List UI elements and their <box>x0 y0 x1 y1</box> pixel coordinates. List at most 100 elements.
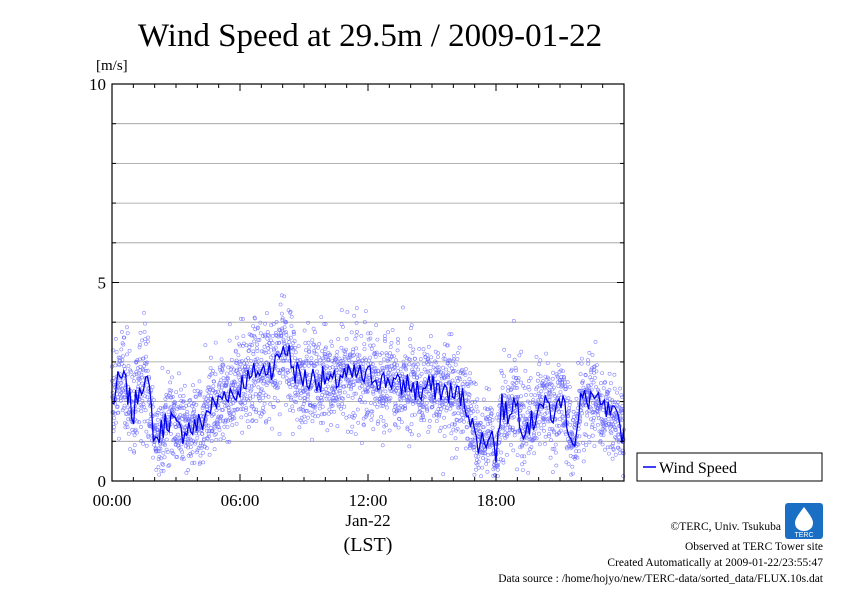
sample-point <box>142 329 147 334</box>
sample-point <box>591 418 596 423</box>
sample-point <box>378 389 383 394</box>
sample-point <box>295 417 300 422</box>
sample-point <box>396 369 401 374</box>
sample-point <box>117 436 121 441</box>
sample-point <box>323 322 328 326</box>
sample-point <box>420 399 425 404</box>
sample-point <box>576 442 581 447</box>
sample-point <box>241 334 246 339</box>
sample-point <box>236 353 241 358</box>
sample-point <box>309 356 314 361</box>
sample-point <box>246 356 250 361</box>
sample-point <box>512 433 517 438</box>
sample-point <box>294 384 299 389</box>
sample-point <box>355 329 359 334</box>
sample-point <box>515 396 520 401</box>
sample-point <box>357 353 362 358</box>
sample-point <box>296 344 301 349</box>
sample-point <box>192 409 197 414</box>
sample-point <box>190 461 195 466</box>
sample-point <box>565 420 570 425</box>
sample-point <box>425 408 430 413</box>
sample-point <box>337 404 342 409</box>
sample-point <box>445 343 450 348</box>
sample-point <box>480 465 485 470</box>
sample-point <box>611 447 616 452</box>
sample-point <box>246 425 251 429</box>
sample-point <box>436 414 441 419</box>
sample-point <box>580 380 585 385</box>
sample-point <box>556 431 561 436</box>
sample-point <box>580 411 585 416</box>
sample-point <box>139 439 144 443</box>
sample-point <box>217 365 222 370</box>
sample-point <box>480 412 485 417</box>
sample-point <box>411 347 416 352</box>
sample-point <box>264 383 269 388</box>
sample-point <box>475 397 480 402</box>
sample-point <box>253 335 257 340</box>
terc-logo: TERC <box>785 503 823 539</box>
sample-point <box>282 358 286 363</box>
sample-point <box>353 432 358 437</box>
sample-point <box>436 407 441 411</box>
sample-point <box>428 389 433 394</box>
sample-point <box>279 333 284 338</box>
sample-point <box>460 367 465 372</box>
sample-point <box>533 393 537 398</box>
sample-point <box>566 396 571 401</box>
sample-point <box>596 422 600 427</box>
sample-point <box>260 395 265 400</box>
sample-point <box>220 408 225 412</box>
sample-point <box>270 341 275 345</box>
sample-point <box>239 396 244 401</box>
sample-point <box>311 342 316 347</box>
sample-point <box>521 468 525 473</box>
sample-point <box>564 386 569 391</box>
sample-point <box>532 402 537 406</box>
sample-point <box>447 357 452 362</box>
sample-point <box>453 455 458 460</box>
sample-point <box>225 439 230 444</box>
sample-point <box>210 371 214 376</box>
sample-point <box>170 375 174 380</box>
sample-point <box>274 320 279 324</box>
sample-point <box>563 430 568 435</box>
sample-point <box>589 406 594 411</box>
sample-point <box>375 421 380 426</box>
sample-point <box>354 306 359 311</box>
sample-point <box>597 416 601 421</box>
sample-point <box>476 465 481 470</box>
sample-point <box>590 433 595 438</box>
sample-point <box>418 357 423 362</box>
sample-point <box>401 359 406 364</box>
sample-point <box>594 363 599 368</box>
sample-point <box>336 337 341 342</box>
sample-point <box>499 450 504 455</box>
sample-point <box>306 320 311 325</box>
sample-point <box>502 420 507 425</box>
sample-point <box>405 427 410 432</box>
x-axis-tick-labels: 00:00 06:00 12:00 18:00 <box>93 491 516 510</box>
sample-point <box>227 439 232 444</box>
sample-point <box>589 387 594 392</box>
sample-point <box>476 454 481 459</box>
sample-point <box>290 404 295 409</box>
sample-point <box>113 336 118 341</box>
sample-point <box>424 401 429 405</box>
sample-point <box>507 399 512 404</box>
sample-point <box>472 472 477 477</box>
sample-point <box>483 451 487 456</box>
sample-point <box>316 413 321 418</box>
sample-point <box>145 368 150 373</box>
sample-point <box>602 380 607 385</box>
sample-point <box>466 399 471 404</box>
sample-point <box>511 448 516 453</box>
sample-point <box>571 418 576 423</box>
sample-point <box>212 379 217 384</box>
sample-point <box>261 410 266 415</box>
sample-point <box>525 417 529 422</box>
sample-point <box>352 313 357 318</box>
sample-point <box>284 402 289 407</box>
sample-point <box>250 418 255 423</box>
